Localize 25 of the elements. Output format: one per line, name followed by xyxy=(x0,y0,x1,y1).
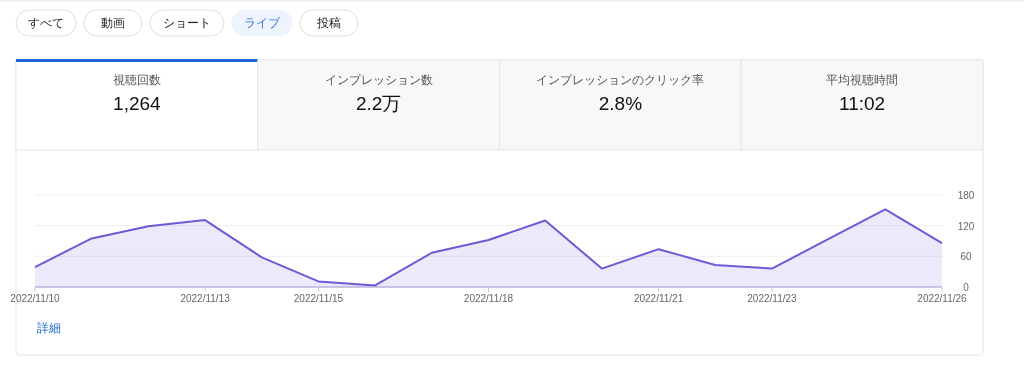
text: インプレッション数 xyxy=(324,73,433,87)
text: インプレッションのクリック率 xyxy=(536,73,705,87)
text: 平均視聴時間 xyxy=(826,73,899,87)
y-tick-label: 180 xyxy=(957,190,975,201)
x-tick-label: 2022/11/13 xyxy=(180,293,231,304)
text: 視聴回数 xyxy=(112,73,161,87)
text: ライブ xyxy=(244,16,281,30)
x-tick-label: 2022/11/26 xyxy=(917,293,968,304)
text: 動画 xyxy=(101,16,125,30)
y-tick-label: 0 xyxy=(963,282,970,293)
text: 投稿 xyxy=(316,16,341,30)
text: 1,264 xyxy=(113,93,162,114)
x-tick-label: 2022/11/23 xyxy=(747,293,798,304)
x-tick-label: 2022/11/15 xyxy=(293,293,344,304)
x-tick-label: 2022/11/21 xyxy=(633,293,684,304)
text: 詳細 xyxy=(37,321,61,335)
x-tick-label: 2022/11/10 xyxy=(10,293,61,304)
text: 2.2万 xyxy=(355,93,402,114)
x-tick-label: 2022/11/18 xyxy=(463,293,514,304)
y-tick-label: 120 xyxy=(957,220,975,232)
text: すべて xyxy=(28,16,64,30)
y-tick-label: 60 xyxy=(960,251,972,263)
text: 11:02 xyxy=(839,93,886,114)
text: ショート xyxy=(163,16,211,30)
text: 2.8% xyxy=(598,93,643,114)
